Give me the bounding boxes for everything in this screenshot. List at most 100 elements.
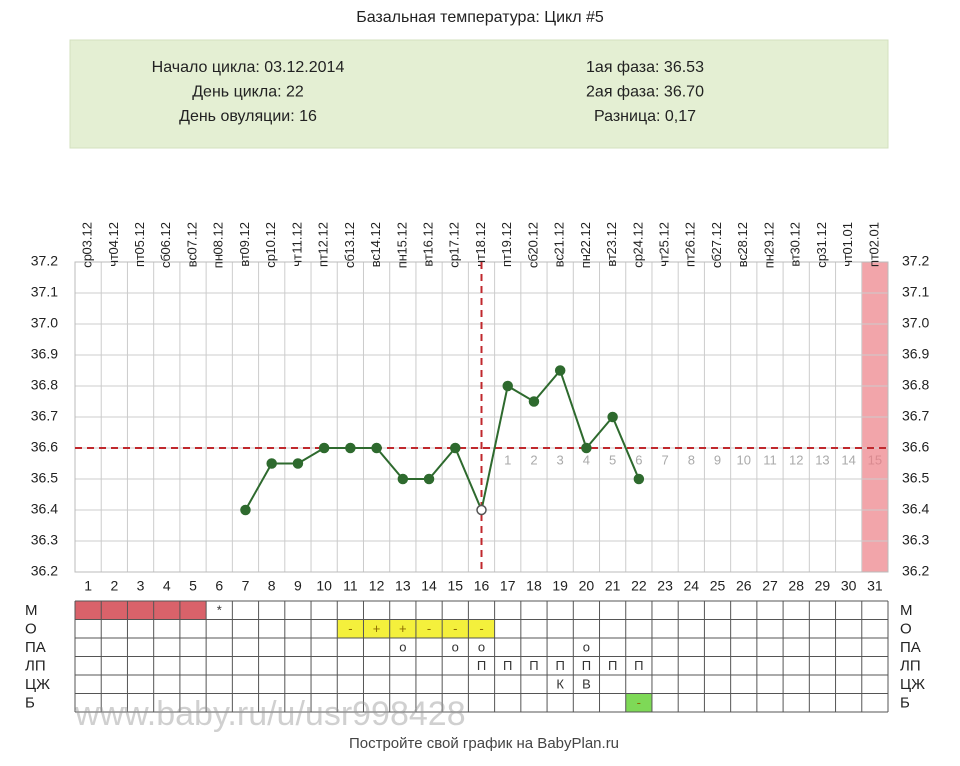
x-tick-label: 29 (815, 578, 831, 594)
table-cell-fill (363, 619, 390, 638)
weekday-label: вс (552, 254, 567, 268)
temperature-point (528, 396, 540, 407)
luteal-day-label: 5 (609, 452, 616, 467)
weekday-label: чт (473, 254, 488, 267)
y2-tick-label: 37.0 (902, 315, 929, 331)
x-tick-label: 5 (189, 578, 197, 594)
y-tick-label: 36.2 (31, 563, 58, 579)
weekday-label: чт (106, 254, 121, 267)
weekday-label: вт (604, 254, 619, 267)
date-label: 24.12 (630, 222, 645, 255)
table-cell-text: - (479, 621, 483, 636)
row-label: М (900, 602, 913, 619)
luteal-day-label: 2 (530, 452, 537, 467)
x-tick-label: 22 (631, 578, 647, 594)
weekday-label: чт (289, 254, 304, 267)
table-cell-text: о (452, 640, 459, 655)
date-label: 31.12 (814, 222, 829, 255)
x-tick-label: 4 (163, 578, 171, 594)
luteal-day-label: 10 (737, 452, 751, 467)
info-box (69, 39, 889, 149)
weekday-label: вт (788, 254, 803, 267)
y-tick-label: 36.8 (31, 377, 58, 393)
row-label: М (25, 602, 38, 619)
weekday-label: пн (761, 254, 776, 268)
weekday-label: пн (394, 254, 409, 268)
y2-tick-label: 36.5 (902, 470, 929, 486)
x-tick-label: 8 (268, 578, 276, 594)
date-label: 19.12 (499, 222, 514, 255)
weekday-label: вс (735, 254, 750, 268)
weekday-label: вс (184, 254, 199, 268)
temperature-point (397, 473, 409, 485)
date-label: 10.12 (263, 222, 278, 255)
footer: Постройте свой график на BabyPlan.ru (349, 735, 619, 752)
date-label: 27.12 (709, 222, 724, 255)
y-tick-label: 36.7 (31, 408, 58, 424)
table-cell-fill (101, 601, 128, 620)
info-text: Начало цикла: 03.12.2014 (152, 59, 345, 76)
date-label: 06.12 (158, 222, 173, 255)
x-tick-label: 21 (605, 578, 621, 594)
temperature-point (345, 442, 356, 454)
weekday-label: пт (499, 254, 514, 267)
x-tick-label: 14 (421, 578, 437, 594)
y2-tick-label: 36.4 (902, 501, 929, 517)
date-label: 09.12 (237, 222, 252, 255)
table-cell-text: К (556, 677, 564, 692)
x-tick-label: 12 (369, 578, 385, 594)
info-text: 2ая фаза: 36.70 (586, 84, 704, 101)
date-label: 11.12 (289, 222, 304, 254)
table-cell-text: - (453, 621, 457, 636)
weekday-label: сб (342, 254, 357, 268)
date-label: 18.12 (473, 222, 488, 255)
table-cell-text: + (373, 621, 381, 636)
table-cell-fill (179, 601, 207, 620)
table-cell-fill (153, 601, 180, 620)
weekday-label: ср (80, 254, 95, 268)
date-label: 08.12 (211, 222, 226, 255)
date-label: 26.12 (683, 222, 698, 255)
date-label: 22.12 (578, 222, 593, 255)
date-label: 13.12 (342, 222, 357, 255)
table-cell-text: + (399, 621, 407, 636)
x-tick-label: 15 (447, 578, 463, 594)
x-tick-label: 20 (579, 578, 595, 594)
info-text: День цикла: 22 (192, 84, 304, 101)
date-label: 14.12 (368, 222, 383, 255)
y-tick-label: 37.2 (31, 253, 58, 269)
weekday-label: пт (683, 254, 698, 267)
weekday-label: ср (263, 254, 278, 268)
table-cell-text: о (478, 640, 485, 655)
table-cell-text: П (477, 658, 486, 673)
chart-title: Базальная температура: Цикл #5 (356, 9, 604, 26)
x-tick-label: 9 (294, 578, 302, 594)
table-cell-text: П (582, 658, 591, 673)
table-cell-text: П (608, 658, 617, 673)
date-label: 02.01 (866, 222, 881, 255)
table-cell-fill (337, 619, 364, 638)
table-cell-fill (389, 619, 416, 638)
luteal-day-label: 8 (688, 452, 695, 467)
x-tick-label: 26 (736, 578, 752, 594)
date-label: 21.12 (552, 222, 567, 255)
date-label: 03.12 (80, 222, 95, 255)
row-label: ЛП (900, 658, 921, 675)
row-label: ПА (25, 639, 46, 656)
temperature-point (266, 458, 277, 469)
y-tick-label: 36.6 (31, 439, 58, 455)
date-label: 29.12 (761, 222, 776, 255)
weekday-label: пт (316, 254, 331, 267)
luteal-day-label: 4 (583, 452, 590, 467)
table-cell-fill (468, 619, 495, 638)
table-cell-text: - (637, 695, 641, 710)
row-label: ПА (900, 639, 921, 656)
temperature-point (371, 442, 382, 454)
y-tick-label: 37.1 (31, 284, 58, 300)
luteal-day-label: 12 (789, 452, 803, 467)
y2-tick-label: 37.1 (902, 284, 929, 300)
weekday-label: сб (158, 254, 173, 268)
table-cell-text: о (399, 640, 406, 655)
row-label: ЦЖ (25, 676, 50, 693)
